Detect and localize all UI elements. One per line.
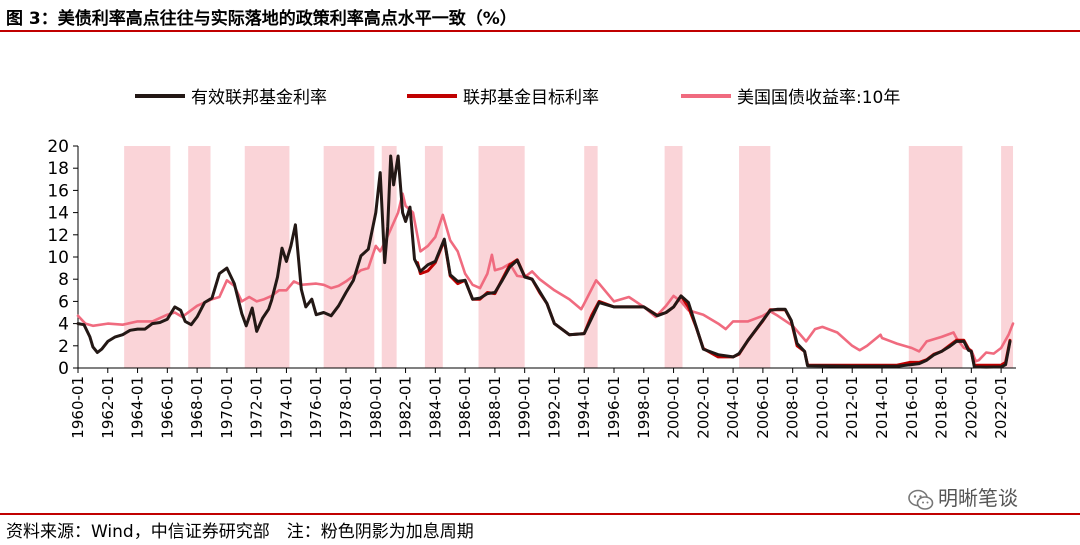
footer-rule <box>0 513 1080 515</box>
x-tick-label: 1988-01 <box>486 376 504 439</box>
legend-label-2: 美国国债收益率:10年 <box>737 88 900 108</box>
hike-period-shade <box>323 146 375 368</box>
y-tick-label: 12 <box>47 226 69 246</box>
y-tick-label: 18 <box>47 159 69 179</box>
x-tick-label: 2000-01 <box>665 376 683 439</box>
y-tick-label: 0 <box>58 359 69 379</box>
x-tick-label: 2016-01 <box>903 376 921 439</box>
y-tick-label: 6 <box>58 292 69 312</box>
x-tick-label: 2018-01 <box>933 376 951 439</box>
y-tick-label: 8 <box>58 270 69 290</box>
x-tick-label: 1996-01 <box>605 376 623 439</box>
y-tick-label: 2 <box>58 337 69 357</box>
x-tick-label: 2014-01 <box>873 376 891 439</box>
hike-period-shade <box>664 146 683 368</box>
y-tick-label: 16 <box>47 181 69 201</box>
y-tick-label: 20 <box>47 137 69 157</box>
figure-title: 图 3：美债利率高点往往与实际落地的政策利率高点水平一致（%） <box>6 9 517 29</box>
x-tick-label: 1998-01 <box>635 376 653 439</box>
x-tick-label: 1980-01 <box>367 376 385 439</box>
legend-label-0: 有效联邦基金利率 <box>191 88 327 108</box>
hike-period-shade <box>739 146 771 368</box>
hike-period-shade <box>188 146 211 368</box>
hike-period-shade <box>478 146 525 368</box>
hike-period-shade <box>244 146 290 368</box>
rate-hike-shading <box>124 146 1014 368</box>
x-tick-label: 2012-01 <box>843 376 861 439</box>
x-tick-label: 2010-01 <box>813 376 831 439</box>
x-tick-label: 2008-01 <box>784 376 802 439</box>
wechat-icon <box>908 489 934 510</box>
x-tick-label: 2006-01 <box>754 376 772 439</box>
x-tick-label: 2002-01 <box>694 376 712 439</box>
hike-period-shade <box>584 146 598 368</box>
y-tick-label: 10 <box>47 248 69 268</box>
x-tick-label: 2022-01 <box>992 376 1010 439</box>
x-tick-label: 1986-01 <box>456 376 474 439</box>
x-tick-label: 1982-01 <box>397 376 415 439</box>
watermark-text: 明晰笔谈 <box>938 486 1018 510</box>
x-tick-label: 1974-01 <box>277 376 295 439</box>
x-tick-label: 1992-01 <box>545 376 563 439</box>
legend: 有效联邦基金利率 联邦基金目标利率 美国国债收益率:10年 <box>135 88 900 108</box>
x-tick-label: 1976-01 <box>307 376 325 439</box>
x-tick-label: 1970-01 <box>218 376 236 439</box>
series-lines <box>76 154 1015 369</box>
hike-period-shade <box>908 146 963 368</box>
x-tick-label: 1968-01 <box>188 376 206 439</box>
x-tick-label: 1966-01 <box>158 376 176 439</box>
source-note: 资料来源：Wind，中信证券研究部 注：粉色阴影为加息周期 <box>6 522 474 542</box>
x-tick-label: 1962-01 <box>99 376 117 439</box>
x-tick-label: 2004-01 <box>724 376 742 439</box>
x-tick-label: 1972-01 <box>248 376 266 439</box>
x-tick-label: 2020-01 <box>962 376 980 439</box>
series-line-0 <box>76 154 1012 369</box>
hike-period-shade <box>381 146 397 368</box>
x-tick-label: 1994-01 <box>575 376 593 439</box>
x-tick-label: 1984-01 <box>426 376 444 439</box>
hike-period-shade <box>1001 146 1014 368</box>
hike-period-shade <box>124 146 171 368</box>
legend-label-1: 联邦基金目标利率 <box>463 88 599 108</box>
x-tick-label: 1960-01 <box>69 376 87 439</box>
y-tick-label: 4 <box>58 315 69 335</box>
y-tick-label: 14 <box>47 204 69 224</box>
hike-period-shade <box>424 146 443 368</box>
title-rule <box>0 30 1080 32</box>
x-tick-label: 1978-01 <box>337 376 355 439</box>
x-tick-label: 1964-01 <box>129 376 147 439</box>
x-tick-label: 1990-01 <box>516 376 534 439</box>
watermark: 明晰笔谈 <box>908 482 1018 511</box>
